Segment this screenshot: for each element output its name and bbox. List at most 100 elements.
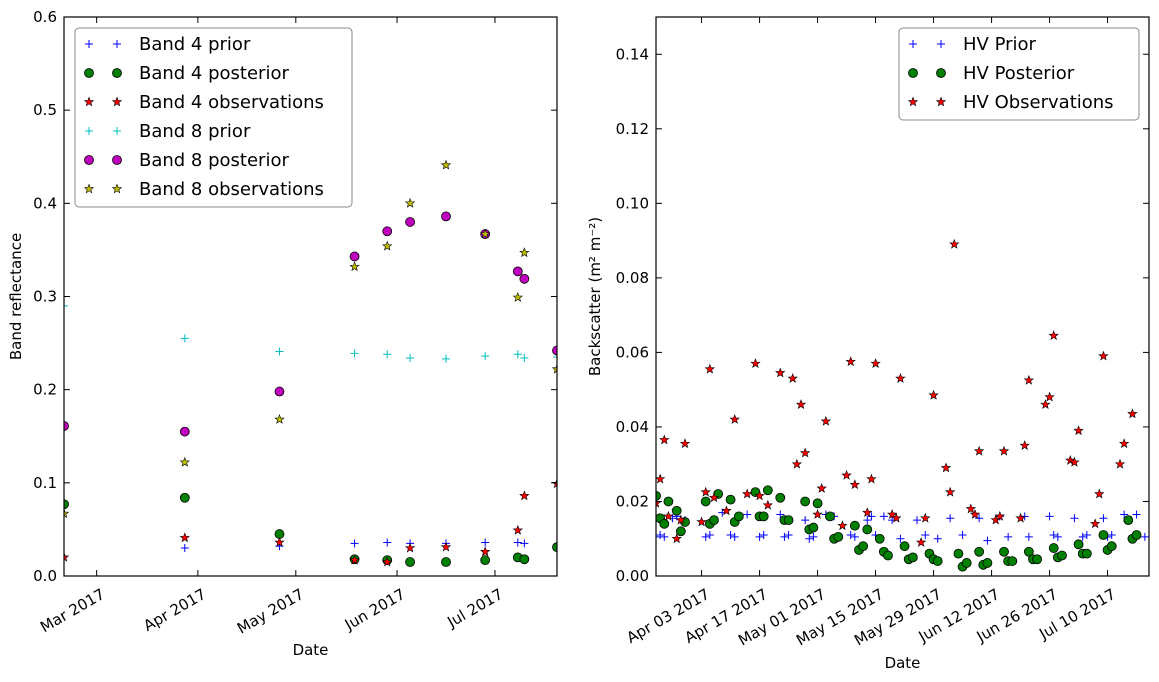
data-point	[973, 445, 985, 456]
data-point	[775, 367, 786, 378]
data-point	[663, 496, 674, 507]
data-point	[64, 499, 69, 510]
data-point	[883, 550, 893, 561]
data-point	[679, 438, 691, 449]
data-point	[1099, 514, 1108, 523]
data-point	[800, 496, 811, 507]
data-point	[850, 532, 859, 541]
data-point	[886, 509, 898, 519]
data-point	[656, 531, 665, 540]
x-axis-label: Date	[293, 641, 329, 659]
legend-entry: HV Prior	[909, 34, 1037, 55]
plot-area	[64, 159, 557, 567]
data-point	[659, 434, 670, 445]
data-point	[741, 488, 753, 499]
data-point	[895, 373, 906, 383]
legend-marker	[83, 96, 95, 107]
y-tick-label: 0.2	[33, 381, 57, 399]
data-point	[1073, 425, 1084, 436]
y-tick-label: 0.0	[33, 567, 57, 585]
data-point	[405, 217, 415, 227]
data-point	[512, 266, 523, 277]
data-point	[863, 516, 872, 525]
data-point	[891, 512, 902, 523]
data-point	[812, 509, 823, 519]
data-point	[1044, 391, 1055, 402]
data-point	[862, 507, 873, 518]
series-band-8-posterior	[64, 211, 557, 437]
data-point	[1069, 456, 1080, 467]
data-point	[999, 546, 1009, 557]
plot-frame	[655, 16, 1150, 577]
data-point	[762, 485, 773, 496]
data-point	[441, 354, 450, 363]
data-point	[704, 363, 716, 374]
data-point	[441, 557, 451, 567]
data-point	[481, 352, 490, 361]
y-tick-label: 0.06	[616, 343, 649, 361]
data-point	[513, 538, 522, 547]
data-point	[998, 445, 1010, 456]
data-point	[708, 492, 720, 503]
y-tick-label: 0.02	[616, 492, 649, 510]
y-axis-label: Backscatter (m² m⁻²)	[586, 217, 604, 376]
data-point	[743, 510, 752, 519]
data-point	[179, 492, 190, 503]
data-point	[1098, 350, 1109, 361]
y-tick-label: 0.00	[616, 567, 649, 585]
y-axis-label: Band reflectance	[7, 233, 25, 360]
data-point	[1024, 532, 1033, 541]
data-point	[808, 522, 819, 533]
data-point	[1053, 532, 1062, 541]
data-point	[1107, 531, 1116, 540]
y-tick-label: 0.08	[616, 269, 649, 287]
data-point	[825, 511, 835, 522]
data-point	[404, 542, 416, 553]
legend-marker	[84, 155, 94, 165]
data-point	[837, 520, 848, 531]
data-point	[784, 531, 793, 540]
data-point	[64, 421, 69, 431]
data-point	[440, 541, 452, 552]
data-point	[64, 301, 68, 310]
data-point	[1020, 512, 1029, 521]
legend-marker	[112, 68, 122, 78]
legend: Band 4 prior Band 4 posterior Band 4 obser…	[74, 27, 353, 208]
data-point	[382, 556, 393, 567]
data-point	[180, 334, 189, 343]
data-point	[1057, 550, 1067, 561]
data-point	[274, 537, 285, 547]
data-point	[481, 538, 490, 547]
data-point	[965, 503, 977, 514]
data-point	[787, 373, 798, 383]
data-point	[1081, 548, 1092, 559]
data-point	[275, 347, 284, 356]
data-point	[179, 426, 190, 437]
legend-marker	[84, 68, 94, 78]
legend-marker	[85, 40, 93, 48]
data-point	[974, 546, 985, 557]
data-point	[791, 458, 803, 469]
data-point	[730, 532, 739, 541]
data-point	[1098, 530, 1109, 540]
data-point	[896, 534, 905, 543]
data-point	[953, 548, 964, 559]
data-point	[805, 534, 814, 543]
data-point	[780, 532, 789, 541]
data-point	[1078, 532, 1087, 541]
data-point	[512, 291, 524, 302]
plot-area	[656, 238, 1149, 572]
data-point	[1045, 512, 1054, 521]
data-point	[64, 508, 70, 518]
data-point	[382, 226, 393, 237]
legend-marker	[85, 127, 93, 135]
data-point	[969, 509, 981, 519]
data-point	[899, 541, 910, 552]
data-point	[932, 556, 943, 566]
legend-label: Band 8 observations	[139, 179, 324, 200]
data-point	[946, 514, 955, 523]
y-tick-label: 0.3	[33, 288, 57, 306]
data-point	[845, 356, 856, 367]
data-point	[519, 273, 530, 284]
